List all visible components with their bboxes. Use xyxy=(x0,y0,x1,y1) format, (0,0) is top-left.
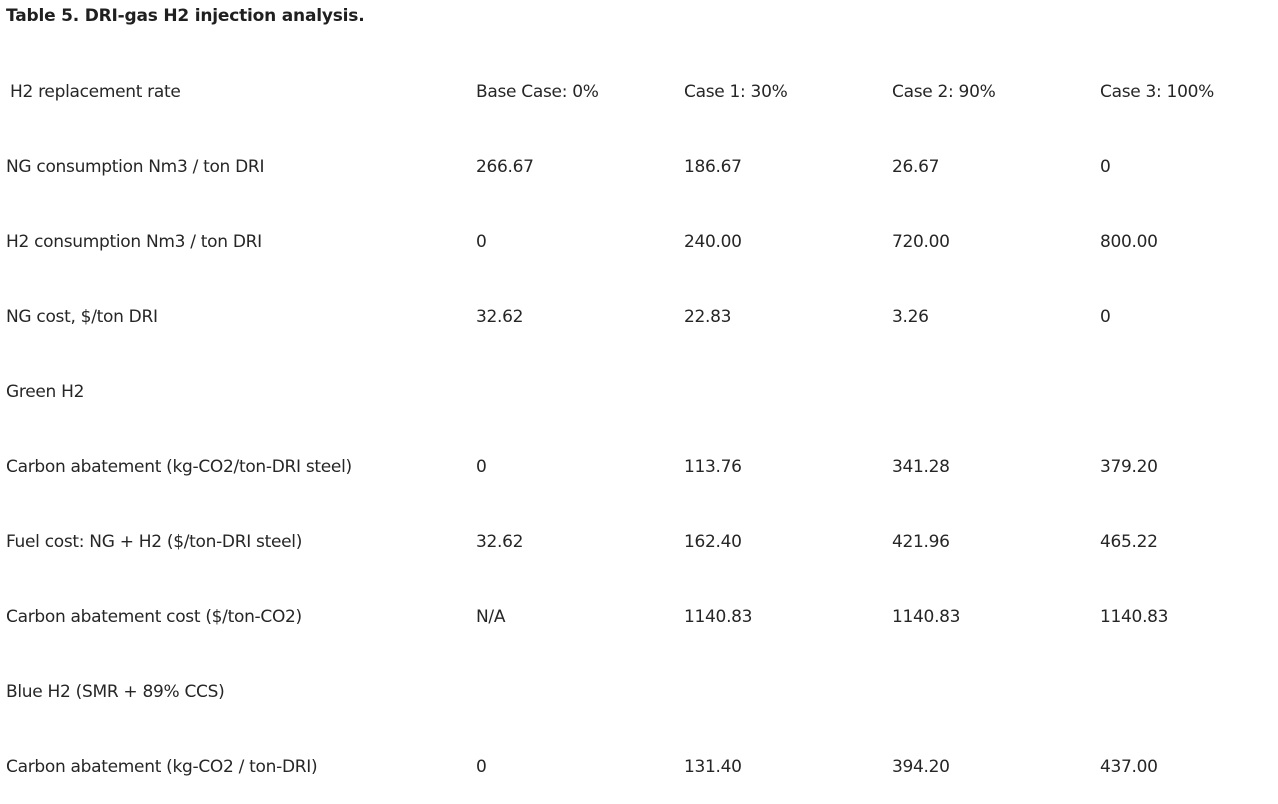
cell-case-3 xyxy=(1094,354,1278,429)
cell-case-3: 0 xyxy=(1100,306,1111,327)
section-row-green-h2: Green H2 xyxy=(0,354,1278,429)
cell-case-2: 341.28 xyxy=(892,456,950,477)
cell-case-1: 240.00 xyxy=(684,231,742,252)
cell-case-1: 162.40 xyxy=(684,531,742,552)
section-label: Green H2 xyxy=(6,381,85,402)
cell-base-case xyxy=(470,354,678,429)
row-label: H2 consumption Nm3 / ton DRI xyxy=(6,231,262,252)
header-label: H2 replacement rate xyxy=(10,81,181,102)
cell-case-3: 379.20 xyxy=(1100,456,1158,477)
cell-case-2: 394.20 xyxy=(892,756,950,777)
cell-base-case: 32.62 xyxy=(476,531,524,552)
cell-case-2: 421.96 xyxy=(892,531,950,552)
table-row: Fuel cost: NG + H2 ($/ton-DRI steel) 32.… xyxy=(0,504,1278,579)
cell-base-case: N/A xyxy=(476,606,506,627)
cell-case-3: 0 xyxy=(1100,156,1111,177)
section-label: Blue H2 (SMR + 89% CCS) xyxy=(6,681,225,702)
table-row: NG consumption Nm3 / ton DRI 266.67 186.… xyxy=(0,129,1278,204)
cell-case-1: 1140.83 xyxy=(684,606,753,627)
header-case-3: Case 3: 100% xyxy=(1100,81,1214,102)
cell-case-2 xyxy=(886,354,1094,429)
cell-case-3: 1140.83 xyxy=(1100,606,1169,627)
cell-case-3: 465.22 xyxy=(1100,531,1158,552)
cell-case-3: 437.00 xyxy=(1100,756,1158,777)
cell-case-1: 131.40 xyxy=(684,756,742,777)
table-row: Carbon abatement cost ($/ton-CO2) N/A 11… xyxy=(0,579,1278,654)
row-label: Carbon abatement (kg-CO2/ton-DRI steel) xyxy=(6,456,352,477)
cell-case-2 xyxy=(886,654,1094,729)
cell-case-1: 186.67 xyxy=(684,156,742,177)
cell-case-3: 800.00 xyxy=(1100,231,1158,252)
section-row-blue-h2: Blue H2 (SMR + 89% CCS) xyxy=(0,654,1278,729)
header-base-case: Base Case: 0% xyxy=(476,81,599,102)
header-case-1: Case 1: 30% xyxy=(684,81,788,102)
cell-case-3 xyxy=(1094,654,1278,729)
header-case-2: Case 2: 90% xyxy=(892,81,996,102)
row-label: NG cost, $/ton DRI xyxy=(6,306,158,327)
cell-case-2: 720.00 xyxy=(892,231,950,252)
row-label: Carbon abatement (kg-CO2 / ton-DRI) xyxy=(6,756,318,777)
table-row: H2 consumption Nm3 / ton DRI 0 240.00 72… xyxy=(0,204,1278,279)
table-caption: Table 5. DRI-gas H2 injection analysis. xyxy=(6,6,365,26)
cell-base-case: 32.62 xyxy=(476,306,524,327)
cell-case-1: 22.83 xyxy=(684,306,732,327)
cell-case-2: 26.67 xyxy=(892,156,940,177)
cell-base-case xyxy=(470,654,678,729)
table-row: NG cost, $/ton DRI 32.62 22.83 3.26 0 xyxy=(0,279,1278,354)
cell-base-case: 0 xyxy=(476,231,487,252)
table-row: Carbon abatement (kg-CO2/ton-DRI steel) … xyxy=(0,429,1278,504)
cell-base-case: 0 xyxy=(476,756,487,777)
table-row: Carbon abatement (kg-CO2 / ton-DRI) 0 13… xyxy=(0,729,1278,804)
cell-case-2: 1140.83 xyxy=(892,606,961,627)
analysis-table: H2 replacement rate Base Case: 0% Case 1… xyxy=(0,54,1278,804)
cell-case-1 xyxy=(678,354,886,429)
table-header-row: H2 replacement rate Base Case: 0% Case 1… xyxy=(0,54,1278,129)
row-label: Fuel cost: NG + H2 ($/ton-DRI steel) xyxy=(6,531,303,552)
row-label: NG consumption Nm3 / ton DRI xyxy=(6,156,265,177)
cell-base-case: 0 xyxy=(476,456,487,477)
cell-case-1: 113.76 xyxy=(684,456,742,477)
row-label: Carbon abatement cost ($/ton-CO2) xyxy=(6,606,302,627)
cell-case-2: 3.26 xyxy=(892,306,929,327)
cell-case-1 xyxy=(678,654,886,729)
cell-base-case: 266.67 xyxy=(476,156,534,177)
